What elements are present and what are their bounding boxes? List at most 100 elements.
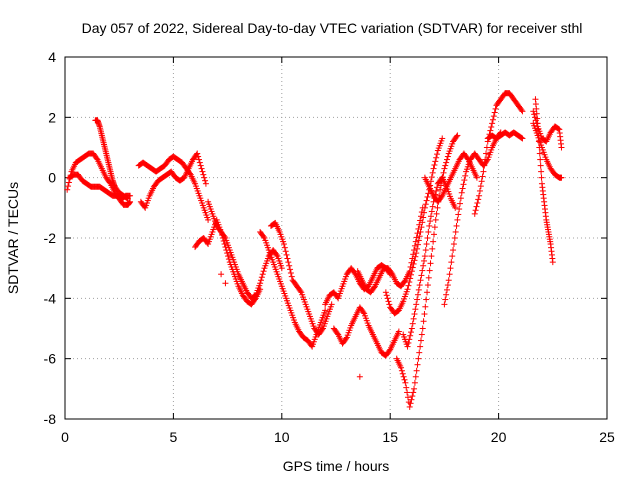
data-point	[382, 289, 389, 296]
data-point	[417, 343, 424, 350]
data-point	[404, 389, 411, 396]
data-point	[386, 347, 393, 354]
data-point	[415, 225, 422, 232]
data-point	[221, 241, 228, 248]
data-point	[456, 206, 463, 213]
data-point	[429, 245, 436, 252]
data-point	[127, 192, 134, 199]
data-point	[420, 318, 427, 325]
data-point	[487, 127, 494, 134]
data-point	[200, 171, 207, 178]
data-point	[412, 306, 419, 313]
y-tick-label: -2	[44, 230, 57, 246]
data-point	[430, 165, 437, 172]
data-point	[406, 279, 413, 286]
data-point	[423, 296, 430, 303]
data-point	[426, 222, 433, 229]
data-point	[447, 265, 454, 272]
data-point	[221, 233, 228, 240]
data-point	[411, 385, 418, 392]
y-tick-label: 4	[48, 49, 56, 65]
data-point	[257, 280, 264, 287]
data-point	[411, 257, 418, 264]
data-point	[260, 268, 267, 275]
data-point	[424, 289, 431, 296]
data-point	[260, 233, 267, 240]
data-point	[251, 292, 258, 299]
data-point	[218, 271, 225, 278]
data-point	[460, 181, 467, 188]
data-point	[459, 185, 466, 192]
data-point	[421, 257, 428, 264]
x-tick-label: 25	[599, 429, 615, 445]
data-point	[282, 248, 289, 255]
data-point	[280, 241, 287, 248]
data-point	[202, 177, 209, 184]
data-point	[461, 177, 468, 184]
data-point	[538, 174, 545, 181]
data-point	[442, 162, 449, 169]
data-point	[328, 301, 335, 308]
data-point	[438, 193, 445, 200]
data-point	[457, 200, 464, 207]
data-point	[480, 168, 487, 175]
data-point	[405, 339, 412, 346]
data-point	[441, 165, 448, 172]
data-point	[409, 393, 416, 400]
data-point	[297, 288, 304, 295]
data-point	[65, 183, 72, 190]
data-point	[424, 193, 431, 200]
data-point	[429, 169, 436, 176]
chart-title: Day 057 of 2022, Sidereal Day-to-day VTE…	[82, 20, 583, 36]
data-point	[489, 120, 496, 127]
data-point	[342, 335, 349, 342]
data-point	[395, 328, 402, 335]
data-point	[431, 161, 438, 168]
data-point	[398, 364, 405, 371]
data-point	[425, 190, 432, 197]
data-point	[127, 198, 134, 205]
data-point	[483, 150, 490, 157]
data-point	[199, 168, 206, 175]
data-point	[197, 162, 204, 169]
data-point	[419, 219, 426, 226]
data-point	[405, 282, 412, 289]
data-point	[418, 331, 425, 338]
data-points	[64, 90, 565, 410]
data-point	[427, 260, 434, 267]
data-point	[458, 189, 465, 196]
data-point	[434, 151, 441, 158]
data-point	[412, 373, 419, 380]
data-point	[477, 183, 484, 190]
data-point	[409, 264, 416, 271]
data-point	[407, 332, 414, 339]
data-point	[410, 315, 417, 322]
data-point	[411, 242, 418, 249]
data-point	[201, 174, 208, 181]
data-point	[411, 311, 418, 318]
data-point	[414, 241, 421, 248]
data-point	[423, 241, 430, 248]
data-point	[225, 253, 232, 260]
y-tick-labels: -8 -6 -4 -2 0 2 4	[44, 49, 57, 427]
data-point	[476, 187, 483, 194]
data-point	[202, 180, 209, 187]
data-point	[457, 195, 464, 202]
data-point	[518, 134, 525, 141]
data-point	[224, 250, 231, 257]
data-point	[384, 295, 391, 302]
data-point	[455, 211, 462, 218]
data-point	[404, 286, 411, 293]
data-point	[411, 379, 418, 386]
data-point	[452, 228, 459, 235]
data-point	[488, 123, 495, 130]
data-point	[444, 153, 451, 160]
data-point	[401, 376, 408, 383]
data-point	[537, 162, 544, 169]
data-point	[429, 203, 436, 210]
data-point	[462, 172, 469, 179]
data-point	[415, 355, 422, 362]
y-tick-label: 2	[48, 109, 56, 125]
x-tick-labels: 0 5 10 15 20 25	[61, 429, 615, 445]
data-point	[424, 282, 431, 289]
